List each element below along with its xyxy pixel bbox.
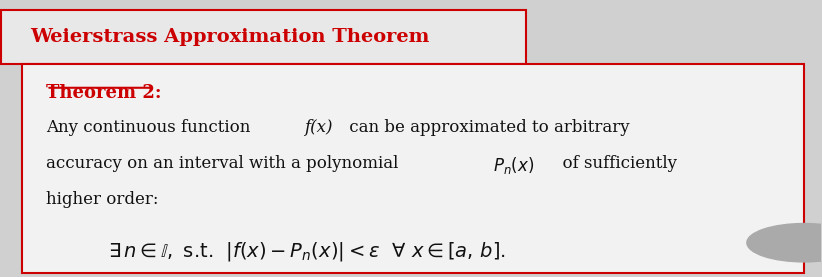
FancyBboxPatch shape — [2, 10, 526, 65]
Text: Weierstrass Approximation Theorem: Weierstrass Approximation Theorem — [30, 28, 429, 46]
Text: accuracy on an interval with a polynomial: accuracy on an interval with a polynomia… — [47, 155, 404, 172]
FancyBboxPatch shape — [22, 65, 804, 273]
Text: Theorem 2:: Theorem 2: — [47, 84, 162, 102]
Text: $\exists\, n \in \mathbb{I},\ \text{s.t.}\ \ |f(x) - P_n(x)| < \varepsilon \ \ \: $\exists\, n \in \mathbb{I},\ \text{s.t.… — [108, 240, 506, 263]
Text: Any continuous function: Any continuous function — [47, 119, 256, 136]
Text: of sufficiently: of sufficiently — [552, 155, 677, 172]
Text: can be approximated to arbitrary: can be approximated to arbitrary — [344, 119, 630, 136]
Text: f(x): f(x) — [304, 119, 333, 136]
Text: $P_n(x)$: $P_n(x)$ — [493, 155, 534, 176]
Circle shape — [747, 224, 822, 262]
Text: higher order:: higher order: — [47, 191, 159, 207]
